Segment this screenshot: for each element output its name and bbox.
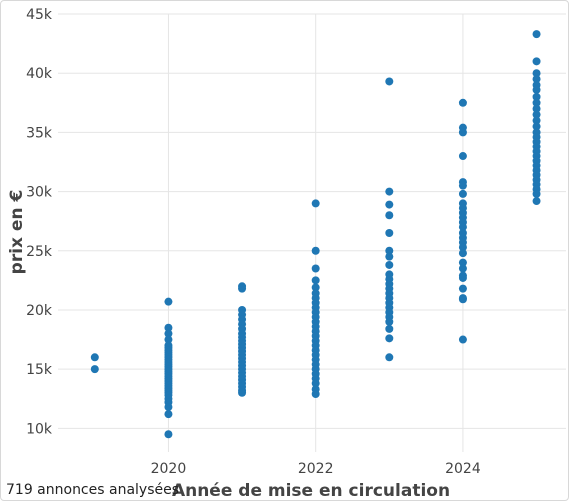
data-point [532,85,541,94]
data-point [458,273,467,282]
data-point [238,388,247,397]
x-axis-title: Année de mise en circulation [172,481,450,501]
data-point [458,152,467,161]
y-tick-label: 15k [26,362,53,378]
y-tick-label: 20k [26,303,53,319]
data-point [532,122,541,131]
y-axis-title: prix en € [7,190,27,275]
data-point [164,430,173,439]
y-axis-ticks: 10k 15k 20k 25k 30k 35k 40k 45k [26,7,53,437]
data-point [164,335,173,344]
data-point [164,297,173,306]
data-point [385,187,394,196]
data-point [385,260,394,269]
y-tick-label: 25k [26,244,53,260]
data-point [385,353,394,362]
data-point [385,229,394,237]
data-point [458,295,467,304]
data-point [90,353,99,362]
data-point [385,334,394,343]
x-axis-ticks: 2020 2022 2024 [151,461,481,477]
data-point [532,189,541,198]
data-point [532,92,541,101]
data-point [458,243,467,252]
data-point [458,264,467,273]
data-point [311,199,320,208]
gridlines [58,13,566,452]
data-point [385,77,394,86]
data-point [532,57,541,66]
data-point [458,249,467,258]
data-point [532,197,541,206]
data-point [458,284,467,293]
listing-count-note: 719 annonces analysées [6,482,180,498]
data-point [532,98,541,107]
data-point [164,329,173,338]
x-tick-label: 2024 [445,461,481,477]
data-point [385,200,394,209]
x-tick-label: 2020 [151,461,187,477]
data-point [532,116,541,125]
data-point [385,324,394,333]
data-point [311,379,320,388]
data-point [458,223,467,232]
data-point [532,75,541,84]
data-point [532,30,541,39]
data-point [458,181,467,190]
y-tick-label: 45k [26,7,53,23]
data-point [385,252,394,261]
data-point [238,284,247,293]
data-point [164,323,173,332]
data-point [458,335,467,344]
y-tick-label: 30k [26,185,53,201]
y-tick-label: 10k [26,421,53,437]
data-point [164,410,173,419]
data-point [164,403,173,412]
data-point [311,264,320,273]
y-tick-label: 40k [26,66,53,82]
data-points [90,30,541,439]
data-point [532,69,541,78]
y-tick-label: 35k [26,125,53,141]
data-point [385,317,394,326]
x-tick-label: 2022 [298,461,334,477]
data-point [385,246,394,255]
data-point [458,189,467,198]
data-point [385,211,394,220]
data-point [90,365,99,374]
data-point [532,104,541,113]
data-point [311,283,320,292]
data-point [458,258,467,267]
data-point [311,246,320,255]
data-point [532,110,541,119]
data-point [311,276,320,285]
data-point [458,98,467,107]
data-point [458,128,467,137]
data-point [311,389,320,398]
